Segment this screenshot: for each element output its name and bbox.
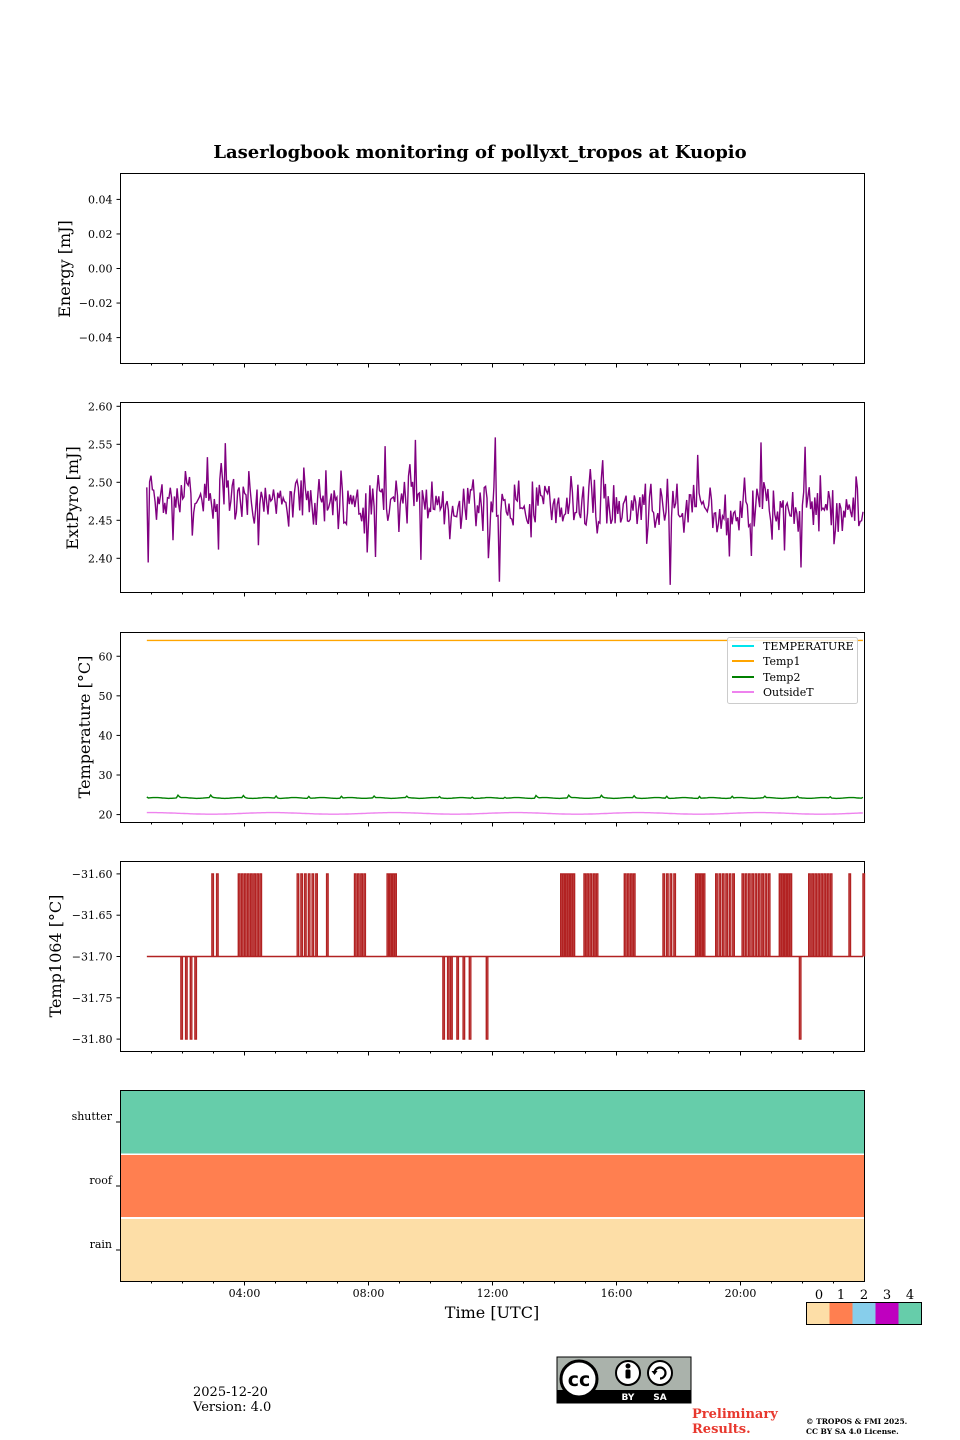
energy-panel: 0.04 0.02 0.00 −0.02 −0.04 Energy [mJ] (55, 173, 865, 368)
cc-by-body (625, 1369, 631, 1379)
temp1064-ytick-label: −31.60 (72, 868, 113, 881)
temperature-ytick-label: 40 (99, 729, 113, 742)
energy-plot-frame (120, 173, 865, 364)
temperature-ytick-label: 30 (99, 769, 113, 782)
cc-logo-icon (559, 1359, 599, 1399)
colorbar-label-4: 4 (906, 1288, 914, 1303)
energy-ytick-label: −0.02 (79, 297, 113, 310)
footer-date: 2025-12-20 (193, 1385, 268, 1400)
cc-by-head (625, 1363, 631, 1369)
temperature-ytick-label: 60 (99, 650, 113, 663)
time-axis: 04:00 08:00 12:00 16:00 20:00 (151, 1281, 834, 1300)
colorbar-cell-3 (875, 1302, 899, 1325)
status-label-shutter: shutter (72, 1110, 113, 1123)
status-band-shutter (120, 1090, 865, 1154)
outsidet-line (146, 811, 863, 815)
colorbar-label-3: 3 (883, 1288, 891, 1303)
time-axis-tick-label: 04:00 (229, 1287, 261, 1300)
extpyro-ytick-label: 2.55 (88, 438, 113, 451)
temp1064-ytick-label: −31.75 (72, 992, 113, 1005)
time-axis-tick-label: 20:00 (725, 1287, 757, 1300)
legend-label-temp2: Temp2 (763, 671, 800, 684)
extpyro-plot-frame (120, 402, 865, 593)
legend-box (727, 637, 858, 704)
legend-label-outsidet: OutsideT (763, 686, 814, 699)
footer-version: Version: 4.0 (193, 1400, 272, 1415)
legend-label-temp1: Temp1 (763, 655, 800, 668)
energy-ytick-label: 0.02 (88, 228, 113, 241)
status-band-rain (120, 1219, 865, 1282)
colorbar-cell-4 (898, 1302, 922, 1325)
preliminary-notice: Preliminary Results. (692, 1407, 778, 1437)
energy-yaxis: 0.04 0.02 0.00 −0.02 −0.04 (79, 193, 834, 368)
colorbar-cell-2 (852, 1302, 876, 1325)
colorbar-cell-1 (829, 1302, 853, 1325)
temp1064-yaxis: −31.60 −31.65 −31.70 −31.75 −31.80 (72, 868, 834, 1056)
temperature-yaxis: 60 50 40 30 20 (99, 650, 834, 827)
energy-ytick-label: 0.00 (88, 263, 113, 276)
energy-ylabel: Energy [mJ] (55, 220, 74, 318)
time-axis-tick-label: 16:00 (601, 1287, 633, 1300)
temp1064-panel: −31.60 −31.65 −31.70 −31.75 −31.80 Temp1064 … (46, 861, 866, 1056)
extpyro-ytick-label: 2.40 (88, 552, 113, 565)
temperature-legend: TEMPERATURE Temp1 Temp2 OutsideT (727, 637, 858, 704)
temp1064-ytick-label: −31.65 (72, 909, 113, 922)
energy-ytick-label: −0.04 (79, 332, 113, 345)
temp2-line (146, 793, 864, 800)
colorbar-label-1: 1 (837, 1288, 845, 1303)
status-panel: shutter roof rain 04:00 08:00 12:00 16:00 20… (72, 1090, 865, 1322)
extpyro-line (146, 437, 864, 585)
cc-sa-text: SA (653, 1393, 666, 1403)
copyright-line-1: © TROPOS & FMI 2025. (806, 1417, 908, 1426)
temperature-panel: 60 50 40 30 20 Temperature [°C] TEMPERATURE … (75, 632, 865, 827)
temp1064-line (146, 873, 866, 1040)
preliminary-line-1: Preliminary (692, 1407, 778, 1422)
cc-sa-icon (647, 1360, 673, 1386)
temperature-ytick-label: 20 (99, 809, 113, 822)
status-band-roof (120, 1155, 865, 1217)
extpyro-ytick-label: 2.50 (88, 476, 113, 489)
extpyro-ytick-label: 2.45 (88, 514, 113, 527)
colorbar-label-2: 2 (860, 1288, 868, 1303)
cc-logo-text: cc (568, 1369, 591, 1391)
temp1064-ytick-label: −31.70 (72, 951, 113, 964)
status-label-roof: roof (89, 1174, 113, 1187)
cc-by-sa-badge: cc BY SA (556, 1356, 692, 1404)
energy-ytick-label: 0.04 (88, 193, 113, 206)
extpyro-ytick-label: 2.60 (88, 400, 113, 413)
footer-meta: 2025-12-20 Version: 4.0 (193, 1385, 271, 1415)
extpyro-ylabel: ExtPyro [mJ] (63, 446, 82, 549)
cc-sa-arrow (653, 1366, 667, 1380)
status-label-rain: rain (90, 1238, 112, 1251)
temp1064-ylabel: Temp1064 [°C] (46, 895, 65, 1018)
time-axis-label: Time [UTC] (445, 1303, 539, 1322)
cc-sa-arrowhead (651, 1371, 658, 1375)
cc-by-text: BY (622, 1393, 635, 1403)
colorbar-frame (806, 1302, 922, 1325)
temp1064-ytick-label: −31.80 (72, 1033, 113, 1046)
colorbar-label-0: 0 (815, 1288, 823, 1303)
time-axis-tick-label: 12:00 (477, 1287, 509, 1300)
status-colorbar: 0 1 2 3 4 (806, 1288, 922, 1325)
extpyro-panel: 2.60 2.55 2.50 2.45 2.40 ExtPyro [mJ] (63, 400, 865, 597)
extpyro-yaxis: 2.60 2.55 2.50 2.45 2.40 (88, 400, 834, 597)
legend-label-temperature: TEMPERATURE (763, 640, 854, 653)
copyright-notice: © TROPOS & FMI 2025. CC BY SA 4.0 Licens… (806, 1417, 907, 1437)
preliminary-line-2: Results. (692, 1422, 751, 1437)
temperature-ylabel: Temperature [°C] (75, 656, 94, 799)
figure-title: Laserlogbook monitoring of pollyxt_tropo… (213, 142, 746, 163)
time-axis-tick-label: 08:00 (353, 1287, 385, 1300)
colorbar-cell-0 (806, 1302, 830, 1325)
temperature-ytick-label: 50 (99, 690, 113, 703)
copyright-line-2: CC BY SA 4.0 License. (806, 1427, 899, 1436)
